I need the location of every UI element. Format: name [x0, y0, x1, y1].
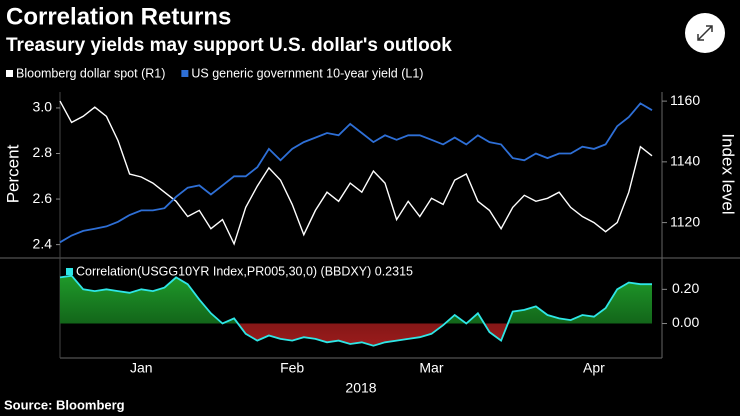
y2-tick-label: 1120 [670, 213, 700, 229]
x-tick-label: Feb [280, 360, 304, 376]
series-line [59, 274, 652, 347]
legend-swatch [181, 70, 189, 77]
y-tick-label: 0.00 [672, 314, 699, 330]
area-negative [237, 323, 508, 346]
x-axis-title: 2018 [345, 380, 376, 396]
legend-label: US generic government 10-year yield (L1) [191, 66, 423, 80]
y2-axis-title: Index level [719, 133, 738, 214]
y2-tick-label: 1140 [670, 153, 700, 169]
y-axis-title: Percent [3, 144, 22, 203]
x-tick-label: Apr [583, 360, 605, 376]
y-tick-label: 0.20 [672, 280, 699, 296]
source: Source: Bloomberg [4, 397, 125, 412]
y-tick-label: 3.0 [33, 99, 53, 115]
legend-label: Correlation(USGG10YR Index,PR005,30,0) (… [76, 264, 413, 278]
x-tick-label: Mar [419, 360, 443, 376]
y2-tick-label: 1160 [670, 92, 700, 108]
y-tick-label: 2.4 [33, 235, 53, 251]
y-tick-label: 2.6 [33, 190, 53, 206]
subtitle: Treasury yields may support U.S. dollar'… [6, 35, 452, 56]
series-line [59, 102, 653, 244]
x-tick-label: Jan [130, 360, 153, 376]
title: Correlation Returns [6, 3, 231, 30]
series-line [59, 100, 653, 246]
legend-swatch [66, 268, 73, 275]
legend-label: Bloomberg dollar spot (R1) [16, 66, 165, 80]
legend-swatch [6, 70, 13, 77]
area-positive [60, 275, 652, 324]
expand-button[interactable] [685, 13, 725, 53]
y-tick-label: 2.8 [33, 144, 53, 160]
